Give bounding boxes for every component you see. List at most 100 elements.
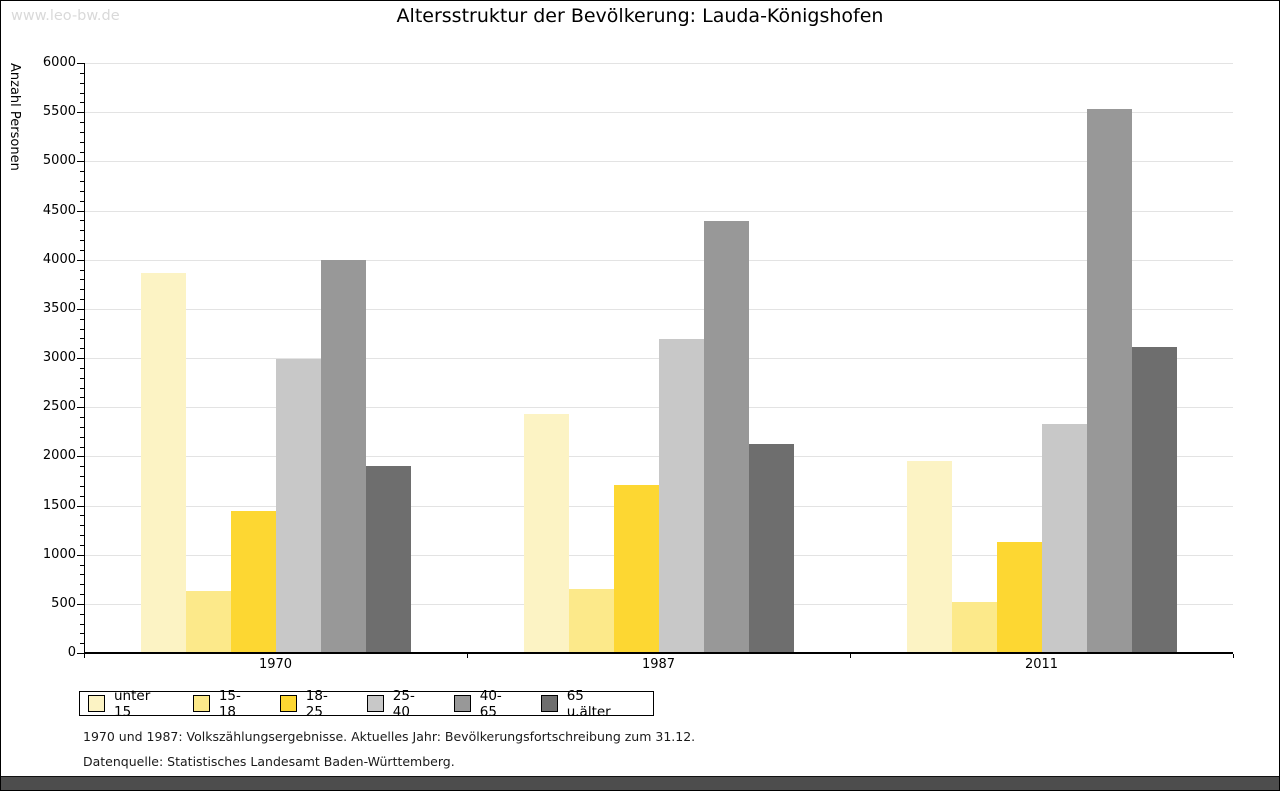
y-minor-tick [80,83,84,84]
y-minor-tick [80,142,84,143]
legend-item-65-u-lter: 65 u.älter [540,687,629,720]
y-minor-tick [80,220,84,221]
x-boundary-tick [850,654,851,658]
y-major-tick [77,211,84,212]
y-minor-tick [80,319,84,320]
y-minor-tick [80,102,84,103]
y-minor-tick [80,476,84,477]
y-major-tick [77,309,84,310]
y-minor-tick [80,525,84,526]
y-minor-tick [80,565,84,566]
y-minor-tick [80,643,84,644]
y-minor-tick [80,594,84,595]
y-tick-label: 6000 [42,55,76,70]
bar-15-18-1987 [568,589,614,653]
y-minor-tick [80,614,84,615]
x-boundary-tick [84,654,85,658]
legend-swatch-15-18 [192,695,210,712]
legend: unter 15 15-18 18-25 25-40 40-65 65 u.älter [79,688,654,720]
y-tick-label: 2000 [42,448,76,463]
y-minor-tick [80,230,84,231]
y-minor-tick [80,338,84,339]
y-minor-tick [80,73,84,74]
bar-group-2011 [850,63,1233,653]
legend-label-40-65: 40-65 [479,687,502,720]
y-major-tick [77,653,84,654]
y-tick-label: 0 [67,645,76,660]
y-minor-tick [80,201,84,202]
y-minor-tick [80,240,84,241]
y-minor-tick [80,171,84,172]
legend-label-15-18: 15-18 [218,687,241,720]
bar-25-40-2011 [1041,424,1087,653]
y-minor-tick [80,191,84,192]
y-minor-tick [80,417,84,418]
x-boundary-tick [1233,654,1234,658]
bar-unter-15-1987 [523,414,569,653]
legend-label-65-u-lter: 65 u.älter [566,687,611,720]
bar-18-25-1970 [230,511,276,653]
y-minor-tick [80,574,84,575]
bar-25-40-1970 [275,359,321,653]
y-major-tick [77,161,84,162]
legend-item-15-18: 15-18 [192,687,256,720]
x-axis-line [84,652,1233,654]
gridline [85,161,1233,162]
gridline [85,112,1233,113]
bar-40-65-2011 [1086,109,1132,653]
y-tick-label: 5500 [42,104,76,119]
legend-swatch-65-u-lter [540,695,558,712]
bar-25-40-1987 [658,339,704,653]
bar-65-u-lter-1970 [365,466,411,653]
y-minor-tick [80,496,84,497]
bar-group-1970 [84,63,467,653]
y-minor-tick [80,299,84,300]
y-axis-line [84,63,85,653]
y-major-tick [77,407,84,408]
y-major-tick [77,456,84,457]
y-minor-tick [80,545,84,546]
y-major-tick [77,112,84,113]
y-tick-label: 4000 [42,252,76,267]
y-minor-tick [80,289,84,290]
y-minor-tick [80,152,84,153]
y-major-tick [77,260,84,261]
y-minor-tick [80,535,84,536]
gridline [85,260,1233,261]
bar-18-25-2011 [996,542,1042,653]
y-minor-tick [80,427,84,428]
legend-label-unter-15: unter 15 [114,687,151,720]
y-minor-tick [80,486,84,487]
x-label-1970: 1970 [258,657,293,672]
y-minor-tick [80,368,84,369]
y-minor-tick [80,378,84,379]
x-boundary-tick [467,654,468,658]
y-minor-tick [80,279,84,280]
legend-label-18-25: 18-25 [305,687,328,720]
bar-65-u-lter-1987 [748,444,794,653]
y-tick-label: 500 [51,596,76,611]
gridline [85,309,1233,310]
y-minor-tick [80,388,84,389]
legend-swatch-unter-15 [88,695,105,712]
x-label-2011: 2011 [1024,657,1059,672]
y-major-tick [77,358,84,359]
y-minor-tick [80,348,84,349]
y-minor-tick [80,633,84,634]
y-minor-tick [80,584,84,585]
y-tick-label: 3000 [42,350,76,365]
footnote-method: 1970 und 1987: Volkszählungsergebnisse. … [83,729,696,744]
legend-swatch-25-40 [366,695,384,712]
bar-40-65-1970 [320,260,366,653]
bar-18-25-1987 [613,485,659,653]
bar-unter-15-1970 [140,273,186,653]
legend-item-40-65: 40-65 [453,687,517,720]
gridline [85,63,1233,64]
y-tick-label: 4500 [42,203,76,218]
bar-group-1987 [467,63,850,653]
legend-swatch-18-25 [279,695,297,712]
watermark: www.leo-bw.de [11,8,120,24]
y-major-tick [77,555,84,556]
legend-label-25-40: 25-40 [392,687,415,720]
gridline [85,211,1233,212]
